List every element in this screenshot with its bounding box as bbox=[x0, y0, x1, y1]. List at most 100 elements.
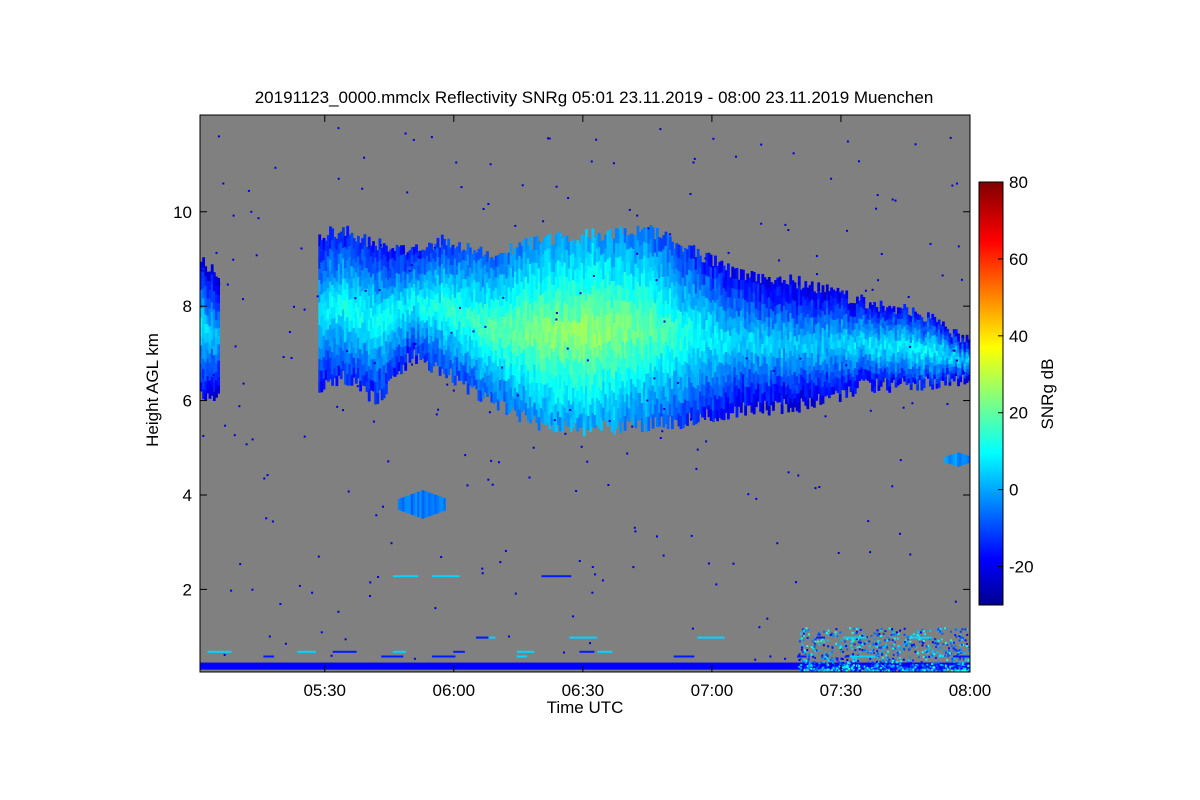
reflectivity-cell bbox=[735, 342, 739, 354]
reflectivity-cell bbox=[569, 254, 573, 269]
reflectivity-cell bbox=[656, 298, 659, 314]
reflectivity-cell bbox=[479, 368, 483, 380]
reflectivity-cell bbox=[742, 345, 745, 356]
reflectivity-cell bbox=[705, 397, 709, 410]
reflectivity-cell bbox=[929, 371, 932, 377]
reflectivity-cell bbox=[634, 304, 638, 319]
reflectivity-cell bbox=[914, 363, 917, 369]
reflectivity-cell bbox=[952, 329, 956, 334]
reflectivity-cell bbox=[615, 342, 618, 358]
noise-speckle bbox=[920, 631, 922, 634]
reflectivity-cell bbox=[582, 406, 586, 422]
reflectivity-cell bbox=[800, 312, 803, 322]
reflectivity-cell bbox=[496, 255, 500, 267]
reflectivity-cell bbox=[617, 366, 621, 381]
reflectivity-cell bbox=[597, 344, 601, 359]
reflectivity-cell bbox=[694, 280, 698, 294]
reflectivity-cell bbox=[574, 282, 577, 296]
reflectivity-cell bbox=[593, 387, 597, 402]
reflectivity-cell bbox=[776, 375, 780, 385]
reflectivity-cell bbox=[772, 374, 775, 384]
reflectivity-cell bbox=[920, 374, 924, 381]
reflectivity-cell bbox=[916, 324, 919, 331]
reflectivity-cell bbox=[344, 288, 347, 300]
reflectivity-cell bbox=[415, 261, 418, 271]
reflectivity-cell bbox=[417, 491, 420, 517]
reflectivity-cell bbox=[858, 369, 861, 376]
reflectivity-cell bbox=[888, 324, 892, 332]
reflectivity-cell bbox=[922, 321, 926, 327]
reflectivity-cell bbox=[808, 373, 812, 382]
reflectivity-cell bbox=[449, 333, 453, 343]
reflectivity-cell bbox=[879, 343, 883, 351]
reflectivity-cell bbox=[438, 275, 442, 285]
noise-speckle bbox=[925, 658, 928, 661]
reflectivity-cell bbox=[473, 259, 476, 271]
reflectivity-cell bbox=[346, 305, 350, 318]
reflectivity-cell bbox=[628, 354, 631, 369]
reflectivity-cell bbox=[329, 259, 332, 271]
reflectivity-cell bbox=[479, 279, 483, 292]
reflectivity-cell bbox=[451, 352, 455, 364]
reflectivity-cell bbox=[632, 397, 636, 412]
reflectivity-cell bbox=[649, 335, 653, 350]
reflectivity-cell bbox=[748, 323, 752, 333]
reflectivity-cell bbox=[499, 337, 502, 349]
reflectivity-cell bbox=[686, 400, 689, 414]
noise-speckle bbox=[866, 666, 869, 669]
reflectivity-cell bbox=[503, 305, 507, 317]
reflectivity-cell bbox=[690, 369, 694, 383]
reflectivity-cell bbox=[342, 350, 345, 361]
reflectivity-cell bbox=[389, 277, 393, 287]
reflectivity-cell bbox=[348, 277, 352, 289]
reflectivity-cell bbox=[664, 409, 668, 425]
reflectivity-cell bbox=[866, 329, 870, 335]
reflectivity-cell bbox=[673, 406, 676, 420]
reflectivity-cell bbox=[767, 345, 771, 357]
reflectivity-cell bbox=[212, 336, 216, 347]
reflectivity-cell bbox=[374, 245, 377, 258]
reflectivity-cell bbox=[350, 254, 354, 267]
reflectivity-cell bbox=[578, 374, 582, 389]
reflectivity-cell bbox=[804, 387, 808, 397]
reflectivity-cell bbox=[324, 300, 328, 311]
reflectivity-cell bbox=[557, 314, 560, 329]
noise-speckle bbox=[838, 642, 841, 645]
reflectivity-cell bbox=[707, 381, 711, 394]
noise-speckle bbox=[881, 665, 884, 668]
reflectivity-cell bbox=[793, 380, 797, 390]
reflectivity-cell bbox=[509, 279, 513, 292]
reflectivity-cell bbox=[804, 396, 808, 406]
noise-speckle bbox=[807, 662, 809, 665]
reflectivity-cell bbox=[421, 272, 425, 282]
reflectivity-cell bbox=[625, 262, 629, 276]
reflectivity-cell bbox=[378, 303, 382, 315]
reflectivity-cell bbox=[589, 266, 593, 281]
reflectivity-cell bbox=[937, 372, 941, 379]
reflectivity-cell bbox=[677, 244, 681, 259]
reflectivity-cell bbox=[944, 368, 947, 373]
reflectivity-cell bbox=[329, 346, 332, 358]
reflectivity-cell bbox=[821, 318, 825, 328]
reflectivity-cell bbox=[628, 381, 631, 396]
reflectivity-cell bbox=[881, 349, 885, 356]
reflectivity-cell bbox=[610, 253, 614, 268]
reflectivity-cell bbox=[374, 336, 377, 349]
reflectivity-cell bbox=[890, 313, 894, 320]
reflectivity-cell bbox=[694, 257, 698, 270]
reflectivity-cell bbox=[793, 300, 797, 310]
reflectivity-cell bbox=[774, 365, 778, 376]
reflectivity-cell bbox=[774, 391, 778, 401]
reflectivity-cell bbox=[868, 365, 872, 372]
noise-speckle bbox=[852, 660, 855, 663]
reflectivity-cell bbox=[860, 360, 864, 368]
reflectivity-cell bbox=[918, 356, 922, 362]
reflectivity-cell bbox=[346, 248, 350, 261]
reflectivity-cell bbox=[490, 339, 494, 351]
reflectivity-cell bbox=[514, 305, 517, 318]
noise-speckle bbox=[882, 632, 885, 635]
noise-speckle bbox=[855, 628, 858, 631]
reflectivity-cell bbox=[453, 326, 457, 337]
reflectivity-cell bbox=[613, 406, 616, 421]
reflectivity-cell bbox=[690, 295, 694, 309]
